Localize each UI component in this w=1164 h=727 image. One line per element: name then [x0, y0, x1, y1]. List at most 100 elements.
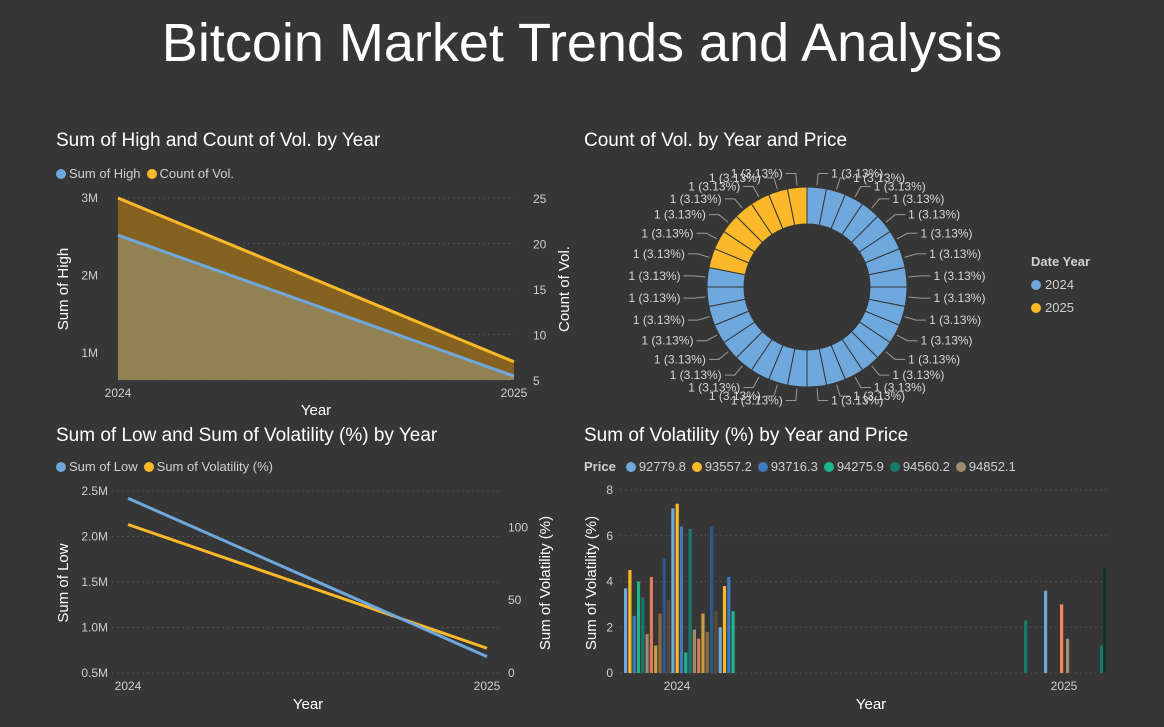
- legend-label: 93716.3: [770, 459, 818, 474]
- donut-data-label: 1 (3.13%): [853, 389, 905, 403]
- sum-of-volatility-line: [127, 523, 488, 650]
- legend-item-count-of-vol[interactable]: Count of Vol.: [146, 166, 234, 181]
- donut-leader-line: [763, 384, 778, 397]
- y-tick-label: 2: [606, 620, 613, 634]
- y-tick-label: 3M: [81, 191, 98, 205]
- donut-data-label: 1 (3.13%): [831, 393, 883, 407]
- donut-legend-title: Date Year: [1031, 254, 1091, 269]
- bar-2024: [722, 586, 727, 673]
- legend-label: Count of Vol.: [159, 166, 234, 181]
- donut-data-label: 1 (3.13%): [908, 352, 960, 366]
- donut-data-label: 1 (3.13%): [731, 393, 783, 407]
- bar-2025: [1100, 645, 1104, 673]
- legend-item-sum-of-volatility[interactable]: Sum of Volatility (%): [143, 459, 273, 474]
- donut-legend-item-2024[interactable]: 2024: [1031, 277, 1090, 292]
- x-tick-label: 2025: [501, 386, 528, 400]
- legend-dot: [146, 168, 157, 179]
- donut-leader-line: [854, 376, 871, 389]
- legend-dot: [889, 461, 900, 472]
- y2-tick-label: 5: [533, 374, 540, 388]
- count-of-vol-line: [117, 196, 515, 364]
- donut-data-label: 1 (3.13%): [933, 291, 985, 305]
- y-tick-label: 1M: [81, 346, 98, 360]
- donut-leader-line: [708, 351, 729, 360]
- donut-leader-line: [763, 177, 778, 190]
- donut-legend-item-2025[interactable]: 2025: [1031, 300, 1090, 315]
- donut-leader-line: [871, 365, 890, 376]
- bar-2024: [649, 576, 653, 673]
- bar-2025: [1044, 590, 1048, 673]
- y-tick-label: 0: [606, 666, 613, 680]
- legend-item-92779-8[interactable]: 92779.8: [625, 459, 686, 474]
- donut-data-label: 1 (3.13%): [670, 368, 722, 382]
- y-tick-label: 4: [606, 575, 613, 589]
- legend-item-94852-1[interactable]: 94852.1: [955, 459, 1016, 474]
- y-axis-title: Sum of Volatility (%): [583, 516, 600, 650]
- legend-title-price: Price: [584, 459, 616, 474]
- legend-item-sum-of-high[interactable]: Sum of High: [56, 166, 141, 181]
- donut-data-label: 1 (3.13%): [654, 208, 706, 222]
- x-axis-title: Year: [293, 696, 323, 713]
- bar-2024: [679, 526, 684, 673]
- donut-data-label: 1 (3.13%): [929, 247, 981, 261]
- donut-data-label: 1 (3.13%): [709, 171, 761, 185]
- legend-item-sum-of-low[interactable]: Sum of Low: [56, 459, 138, 474]
- volatility-bar-legend: Price 92779.8 93557.2 93716.3 94275.9 94…: [584, 459, 1022, 474]
- legend-item-93557-2[interactable]: 93557.2: [691, 459, 752, 474]
- volatility-bar-chart-title: Sum of Volatility (%) by Year and Price: [584, 425, 909, 446]
- donut-data-label: 1 (3.13%): [874, 381, 926, 395]
- legend-item-94560-2[interactable]: 94560.2: [889, 459, 950, 474]
- donut-data-label: 1 (3.13%): [670, 192, 722, 206]
- donut-leader-line: [683, 275, 706, 278]
- legend-item-93716-3[interactable]: 93716.3: [757, 459, 818, 474]
- legend-dot: [1031, 302, 1041, 313]
- y2-tick-label: 50: [508, 593, 522, 607]
- legend-dot: [625, 461, 636, 472]
- donut-leader-line: [724, 365, 743, 376]
- bar-2024: [675, 503, 679, 673]
- y-tick-label: 6: [606, 529, 613, 543]
- bar-2024: [641, 597, 645, 673]
- y2-tick-label: 25: [533, 192, 547, 206]
- x-axis-title: Year: [856, 696, 886, 713]
- bar-2024: [671, 508, 675, 673]
- bar-2024: [714, 611, 718, 673]
- donut-leader-line: [908, 275, 931, 278]
- donut-leader-line: [724, 198, 743, 209]
- y2-tick-label: 15: [533, 283, 547, 297]
- donut-leader-line: [904, 253, 927, 258]
- donut-leader-line: [836, 177, 851, 190]
- donut-data-label: 1 (3.13%): [633, 247, 685, 261]
- legend-dot: [757, 461, 768, 472]
- donut-data-label: 1 (3.13%): [641, 334, 693, 348]
- donut-leader-line: [687, 316, 710, 321]
- bar-2024: [632, 615, 636, 673]
- x-tick-label: 2025: [1051, 679, 1078, 693]
- low-volatility-chart-title: Sum of Low and Sum of Volatility (%) by …: [56, 425, 438, 446]
- x-tick-label: 2025: [474, 679, 501, 693]
- legend-dot: [955, 461, 966, 472]
- donut-leader-line: [696, 334, 718, 342]
- high-vol-chart-title: Sum of High and Count of Vol. by Year: [56, 130, 381, 151]
- donut-slice: [786, 186, 808, 226]
- legend-item-94275-9[interactable]: 94275.9: [823, 459, 884, 474]
- donut-data-label: 1 (3.13%): [933, 269, 985, 283]
- donut-leader-line: [871, 198, 890, 209]
- bar-2024: [624, 588, 628, 673]
- donut-data-label: 1 (3.13%): [853, 171, 905, 185]
- donut-leader-line: [687, 253, 710, 258]
- y2-axis-title: Count of Vol.: [556, 246, 573, 332]
- y-axis-title: Sum of High: [55, 248, 72, 331]
- donut-data-label: 1 (3.13%): [629, 291, 681, 305]
- donut-leader-line: [743, 185, 760, 198]
- bar-2024: [727, 576, 731, 673]
- bar-2025: [1060, 604, 1064, 673]
- x-tick-label: 2024: [664, 679, 691, 693]
- bar-2025: [1066, 638, 1070, 673]
- bar-2024: [667, 599, 671, 673]
- bar-2024: [710, 526, 714, 673]
